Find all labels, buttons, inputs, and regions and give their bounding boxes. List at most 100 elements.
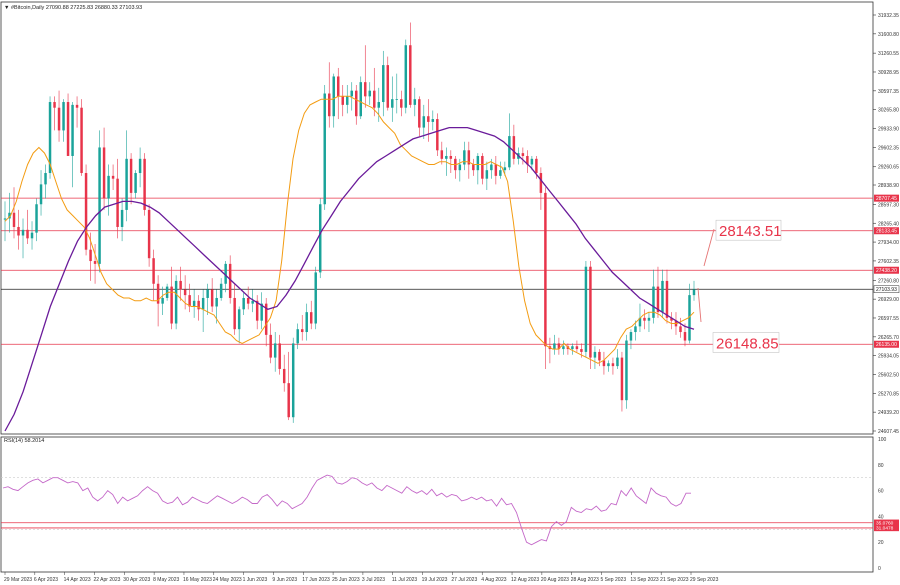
candle-body — [404, 45, 408, 108]
annotation-arrow-down — [697, 287, 702, 323]
candle-body — [17, 226, 20, 236]
candle-body — [260, 303, 263, 321]
candle-body — [251, 300, 254, 304]
y-tick-label: 28597.30 — [878, 202, 899, 208]
candle-body — [120, 209, 124, 227]
y-tick-label: 28265.40 — [878, 221, 899, 227]
candle-body — [75, 104, 79, 108]
candle-body — [39, 184, 43, 205]
candle-body — [332, 76, 335, 117]
candle-body — [436, 119, 439, 151]
candle-body — [192, 300, 196, 307]
annotation-upper-target: 28143.51 — [719, 223, 782, 240]
y-tick-label: 29933.90 — [878, 126, 899, 132]
candle-body — [373, 90, 376, 108]
candle-body — [147, 209, 151, 259]
candle-body — [571, 346, 574, 350]
candle-body — [161, 297, 164, 304]
candle-body — [291, 343, 295, 418]
candle-body — [287, 383, 290, 418]
candle-body — [508, 136, 511, 168]
candle-body — [337, 76, 340, 97]
candle-body — [499, 170, 502, 176]
candle-body — [71, 104, 74, 156]
candle-body — [84, 173, 88, 250]
candle-body — [391, 99, 394, 108]
candle-body — [377, 102, 381, 108]
candle-body — [346, 96, 349, 105]
candle-body — [364, 82, 367, 97]
level-price-tag — [874, 194, 899, 202]
candle-body — [481, 155, 484, 179]
candle-body — [255, 300, 259, 321]
candle-body — [553, 343, 556, 350]
y-tick-label: 31932.35 — [878, 13, 899, 19]
x-tick-label: 17 Jun 2023 — [302, 577, 330, 583]
candle-body — [494, 164, 498, 176]
candle-body — [467, 150, 471, 165]
x-tick-label: 21 Sep 2023 — [660, 577, 689, 583]
candle-body — [602, 360, 606, 367]
candle-body — [26, 229, 29, 239]
x-tick-label: 1 Jun 2023 — [243, 577, 268, 583]
candle-body — [643, 317, 646, 321]
candle-body — [535, 158, 538, 174]
annotation-lower-target: 26148.85 — [716, 335, 779, 352]
candle-body — [580, 349, 583, 352]
candle-body — [638, 317, 642, 327]
candle-body — [539, 173, 543, 193]
candle-body — [318, 204, 322, 273]
level-price-label: 28707.45 — [876, 196, 897, 202]
candle-body — [359, 82, 362, 117]
candle-body — [264, 303, 268, 335]
candle-body — [575, 346, 579, 350]
x-tick-label: 25 Jun 2023 — [332, 577, 360, 583]
candle-body — [472, 164, 475, 171]
candle-body — [427, 116, 430, 122]
candle-body — [156, 283, 160, 304]
candle-body — [589, 266, 592, 358]
x-tick-label: 9 Jun 2023 — [272, 577, 297, 583]
candle-body — [355, 90, 358, 117]
x-tick-label: 11 Jul 2023 — [392, 577, 418, 583]
candle-body — [165, 286, 169, 298]
candle-body — [476, 155, 480, 171]
rsi-marked-tag — [874, 519, 899, 526]
candle-body — [382, 65, 385, 103]
candle-body — [269, 334, 272, 358]
candle-body — [309, 312, 313, 324]
y-tick-label: 29602.35 — [878, 145, 899, 151]
candle-body — [224, 263, 227, 284]
candle-body — [512, 136, 516, 159]
rsi-marked-label: 35.0760 — [876, 521, 894, 527]
candle-body — [544, 192, 547, 347]
x-tick-label: 5 Sep 2023 — [601, 577, 627, 583]
candle-body — [557, 343, 561, 350]
price-pane: 31932.35 31600.80 31260.55 30928.95 30597.35… — [0, 1, 900, 435]
candle-body — [670, 317, 673, 321]
candle-body — [21, 229, 25, 236]
candle-body — [80, 107, 83, 174]
candle-body — [458, 164, 462, 171]
x-axis: 29 Mar 2023 6 Apr 2023 14 Apr 2023 22 Apr 2… — [4, 572, 719, 583]
candle-body — [629, 332, 633, 341]
candle-body — [278, 343, 281, 369]
candle-body — [679, 326, 682, 333]
annotation-arrow-up — [703, 229, 715, 267]
candle-body — [665, 280, 669, 318]
candle-body — [111, 175, 115, 179]
candle-body — [201, 297, 205, 310]
rsi-frame — [0, 436, 874, 573]
x-tick-label: 24 May 2023 — [213, 577, 242, 583]
candle-body — [237, 309, 241, 330]
rsi-marked-tag — [874, 524, 899, 532]
candle-body — [413, 99, 417, 105]
level-price-label: 27438.20 — [876, 268, 897, 274]
candle-body — [30, 232, 34, 239]
candle-body — [625, 340, 628, 401]
candle-body — [179, 280, 182, 290]
candle-body — [526, 155, 529, 165]
candle-body — [503, 167, 507, 171]
rsi-tick-label: 80 — [878, 463, 884, 469]
